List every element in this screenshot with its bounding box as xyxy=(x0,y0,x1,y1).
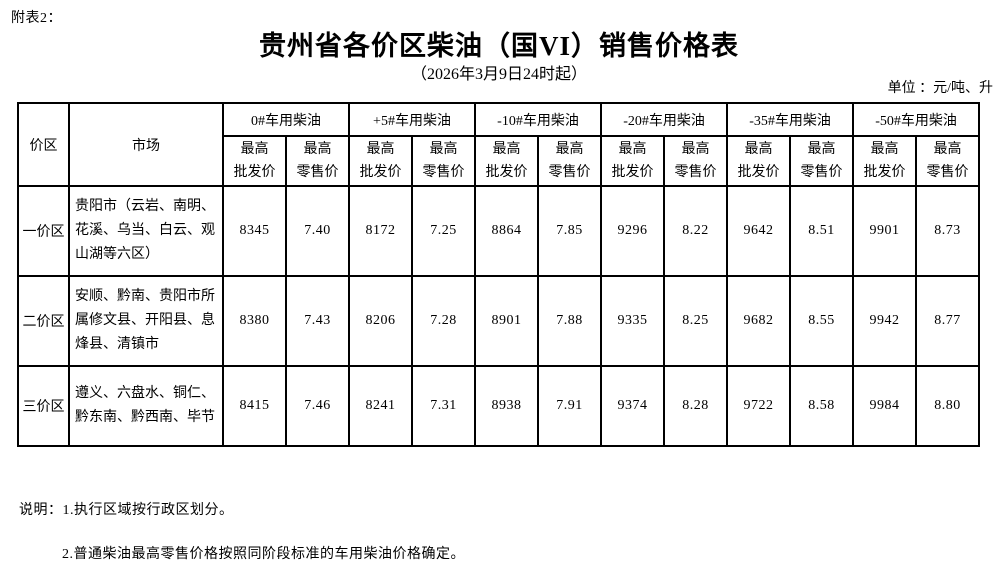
region-cell: 三价区 xyxy=(17,365,70,447)
fuel-group-header-1: +5#车用柴油 xyxy=(348,102,476,137)
subheader-line-max: 最高 xyxy=(744,142,773,157)
price-cell: 7.43 xyxy=(285,275,350,367)
price-cell: 9984 xyxy=(852,365,918,447)
effective-date-subtitle: （2026年3月9日24时起） xyxy=(410,66,587,83)
fuel-group-header-3: -20#车用柴油 xyxy=(600,102,729,137)
price-cell: 8.77 xyxy=(915,275,981,367)
price-cell: 7.46 xyxy=(285,365,350,447)
subheader-retail-3: 最高 零售价 xyxy=(663,135,729,187)
subheader-line-max: 最高 xyxy=(555,142,584,157)
subheader-line-max: 最高 xyxy=(807,142,836,157)
table-row-zone-3: 三价区 遵义、六盘水、铜仁、黔东南、黔西南、毕节 8415 7.46 8241 … xyxy=(17,365,981,447)
fuel-group-header-5: -50#车用柴油 xyxy=(852,102,981,137)
price-cell: 8938 xyxy=(474,365,539,447)
price-cell: 9296 xyxy=(600,185,666,277)
subheader-wholesale-3: 最高 批发价 xyxy=(600,135,666,187)
price-cell: 8.51 xyxy=(789,185,855,277)
subheader-line-wholesale: 批发价 xyxy=(485,165,528,180)
column-header-market: 市场 xyxy=(68,102,224,187)
note-line-1: 说明：1.执行区域按行政区划分。 xyxy=(19,503,234,518)
price-cell: 8.80 xyxy=(915,365,981,447)
price-cell: 8241 xyxy=(348,365,413,447)
price-cell: 8415 xyxy=(222,365,287,447)
subheader-line-wholesale: 批发价 xyxy=(611,165,654,180)
price-cell: 7.85 xyxy=(536,185,603,277)
region-cell: 二价区 xyxy=(17,275,70,367)
price-cell: 7.40 xyxy=(285,185,350,277)
table-row-zone-1: 一价区 贵阳市（云岩、南明、花溪、乌当、白云、观山湖等六区） 8345 7.40… xyxy=(17,185,981,277)
subheader-line-max: 最高 xyxy=(240,142,269,157)
header-row-groups: 价区 市场 0#车用柴油 +5#车用柴油 -10#车用柴油 -20#车用柴油 -… xyxy=(17,102,981,187)
subheader-line-retail: 零售价 xyxy=(422,165,465,180)
price-cell: 8.73 xyxy=(915,185,981,277)
price-cell: 8.58 xyxy=(789,365,855,447)
subheader-retail-5: 最高 零售价 xyxy=(915,135,981,187)
price-cell: 8206 xyxy=(348,275,413,367)
price-cell: 9722 xyxy=(726,365,792,447)
subheader-line-max: 最高 xyxy=(303,142,332,157)
market-cell: 遵义、六盘水、铜仁、黔东南、黔西南、毕节 xyxy=(68,365,224,447)
subheader-wholesale-4: 最高 批发价 xyxy=(726,135,792,187)
price-cell: 8.25 xyxy=(663,275,729,367)
price-cell: 8.28 xyxy=(663,365,729,447)
price-cell: 7.88 xyxy=(536,275,603,367)
subheader-wholesale-5: 最高 批发价 xyxy=(852,135,918,187)
price-cell: 9901 xyxy=(852,185,918,277)
page-title: 贵州省各价区柴油（国VI）销售价格表 xyxy=(258,31,739,61)
price-cell: 7.31 xyxy=(411,365,476,447)
region-cell: 一价区 xyxy=(17,185,70,277)
subheader-wholesale-1: 最高 批发价 xyxy=(348,135,413,187)
price-cell: 9942 xyxy=(852,275,918,367)
price-cell: 9642 xyxy=(726,185,792,277)
subheader-retail-2: 最高 零售价 xyxy=(536,135,603,187)
subheader-retail-0: 最高 零售价 xyxy=(285,135,350,187)
subheader-wholesale-0: 最高 批发价 xyxy=(222,135,287,187)
subheader-line-max: 最高 xyxy=(870,142,899,157)
attachment-label: 附表2： xyxy=(11,11,62,26)
price-cell: 9374 xyxy=(600,365,666,447)
market-cell: 贵阳市（云岩、南明、花溪、乌当、白云、观山湖等六区） xyxy=(68,185,224,277)
unit-label: 单位 ：元/吨、升 xyxy=(887,81,993,96)
subheader-line-wholesale: 批发价 xyxy=(233,165,276,180)
subheader-wholesale-2: 最高 批发价 xyxy=(474,135,539,187)
subheader-line-retail: 零售价 xyxy=(926,165,969,180)
subheader-line-retail: 零售价 xyxy=(296,165,339,180)
price-cell: 8.22 xyxy=(663,185,729,277)
price-cell: 9682 xyxy=(726,275,792,367)
subheader-line-max: 最高 xyxy=(681,142,710,157)
price-cell: 7.25 xyxy=(411,185,476,277)
market-cell: 安顺、黔南、贵阳市所属修文县、开阳县、息烽县、清镇市 xyxy=(68,275,224,367)
subheader-line-max: 最高 xyxy=(933,142,962,157)
subheader-line-retail: 零售价 xyxy=(548,165,591,180)
column-header-region: 价区 xyxy=(17,102,70,187)
price-cell: 8380 xyxy=(222,275,287,367)
subheader-retail-1: 最高 零售价 xyxy=(411,135,476,187)
diesel-price-table: 价区 市场 0#车用柴油 +5#车用柴油 -10#车用柴油 -20#车用柴油 -… xyxy=(17,102,981,447)
subheader-line-max: 最高 xyxy=(366,142,395,157)
fuel-group-header-4: -35#车用柴油 xyxy=(726,102,855,137)
subheader-line-retail: 零售价 xyxy=(800,165,843,180)
price-cell: 7.28 xyxy=(411,275,476,367)
price-cell: 8172 xyxy=(348,185,413,277)
header-row-subcolumns: 最高批发价 最高零售价 最高批发价 最高零售价 最高批发价 最高零售价 最高批发… xyxy=(18,135,981,187)
price-cell: 8864 xyxy=(474,185,539,277)
subheader-line-wholesale: 批发价 xyxy=(863,165,906,180)
price-cell: 8901 xyxy=(474,275,539,367)
note-line-2: 2.普通柴油最高零售价格按照同阶段标准的车用柴油价格确定。 xyxy=(62,547,465,562)
subheader-line-wholesale: 批发价 xyxy=(359,165,402,180)
subheader-line-wholesale: 批发价 xyxy=(737,165,780,180)
subheader-line-max: 最高 xyxy=(618,142,647,157)
subheader-line-max: 最高 xyxy=(492,142,521,157)
price-cell: 7.91 xyxy=(536,365,603,447)
price-cell: 8345 xyxy=(222,185,287,277)
subheader-retail-4: 最高 零售价 xyxy=(789,135,855,187)
fuel-group-header-2: -10#车用柴油 xyxy=(473,102,603,137)
price-cell: 9335 xyxy=(600,275,666,367)
subheader-line-retail: 零售价 xyxy=(674,165,717,180)
price-cell: 8.55 xyxy=(789,275,855,367)
fuel-group-header-0: 0#车用柴油 xyxy=(222,102,350,137)
subheader-line-max: 最高 xyxy=(429,142,458,157)
table-row-zone-2: 二价区 安顺、黔南、贵阳市所属修文县、开阳县、息烽县、清镇市 8380 7.43… xyxy=(17,275,981,367)
